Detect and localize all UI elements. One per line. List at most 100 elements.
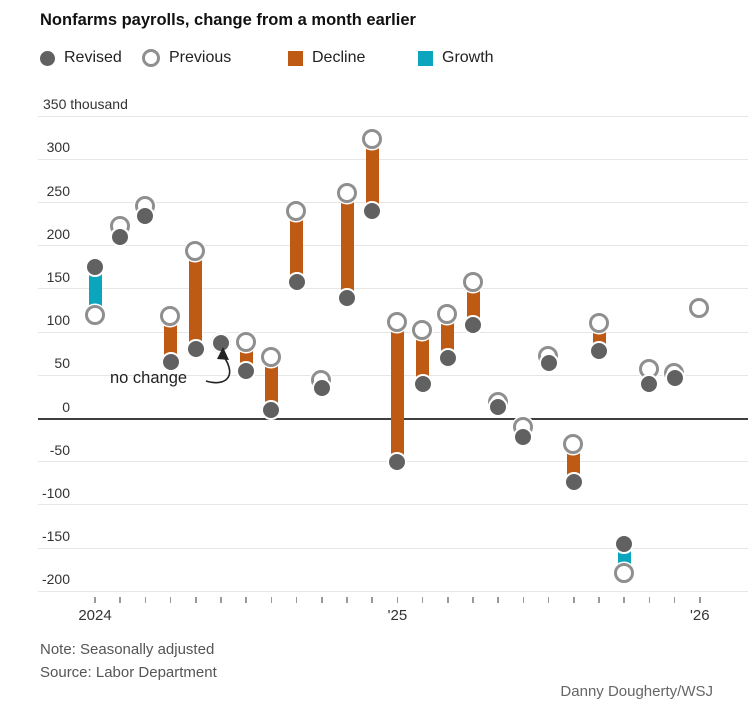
- x-axis-label: 2024: [78, 607, 112, 624]
- revised-marker[interactable]: [236, 361, 257, 381]
- revised-marker[interactable]: [185, 339, 206, 360]
- revised-marker[interactable]: [614, 533, 635, 554]
- previous-marker[interactable]: [386, 312, 407, 333]
- revised-marker[interactable]: [135, 205, 156, 226]
- revised-marker[interactable]: [639, 373, 660, 394]
- x-axis-tick: [598, 597, 600, 603]
- previous-circle-icon: [142, 49, 160, 67]
- gridline: [38, 288, 748, 290]
- legend-item-decline: Decline: [288, 47, 365, 69]
- previous-marker[interactable]: [235, 332, 256, 352]
- decline-bar[interactable]: [416, 330, 430, 384]
- previous-marker[interactable]: [336, 182, 357, 203]
- legend-label: Revised: [64, 49, 122, 66]
- previous-marker[interactable]: [689, 298, 710, 319]
- revised-marker[interactable]: [286, 272, 307, 293]
- x-axis-tick: [648, 597, 651, 603]
- x-axis-tick: [623, 597, 625, 603]
- legend: Revised Previous Decline Growth: [0, 47, 755, 69]
- x-axis-tick: [346, 597, 348, 603]
- previous-marker[interactable]: [563, 433, 584, 454]
- revised-marker[interactable]: [337, 287, 357, 308]
- decline-bar[interactable]: [164, 316, 178, 363]
- x-axis-tick: [295, 597, 298, 603]
- revised-marker[interactable]: [513, 427, 534, 448]
- revised-marker[interactable]: [488, 397, 509, 418]
- previous-marker[interactable]: [361, 129, 382, 150]
- chart-title: Nonfarms payrolls, change from a month e…: [40, 11, 416, 29]
- legend-label: Previous: [169, 49, 232, 66]
- y-axis-label: -200: [41, 571, 70, 588]
- previous-marker[interactable]: [286, 200, 307, 221]
- decline-bar[interactable]: [466, 282, 480, 326]
- previous-marker[interactable]: [185, 241, 206, 262]
- previous-marker[interactable]: [260, 346, 281, 367]
- y-axis-label: 300: [46, 139, 70, 156]
- gridline: [38, 158, 748, 160]
- gridline: [38, 115, 748, 117]
- decline-bar[interactable]: [290, 211, 304, 283]
- previous-marker[interactable]: [588, 313, 609, 333]
- x-axis-tick: [169, 597, 172, 603]
- decline-bar[interactable]: [264, 357, 278, 410]
- y-axis-label: -50: [49, 441, 70, 458]
- previous-marker[interactable]: [160, 306, 181, 327]
- revised-marker[interactable]: [362, 201, 383, 222]
- x-axis-tick: [447, 597, 449, 603]
- revised-marker[interactable]: [211, 333, 231, 354]
- revised-marker[interactable]: [589, 341, 609, 362]
- x-axis-tick: [396, 597, 399, 603]
- no-change-annotation: no change: [110, 369, 188, 387]
- previous-marker[interactable]: [437, 304, 458, 325]
- y-axis-label: -100: [41, 484, 70, 501]
- decline-bar[interactable]: [441, 314, 455, 359]
- revised-marker[interactable]: [311, 378, 332, 399]
- x-axis-label: '25: [387, 607, 408, 624]
- legend-item-revised: Revised: [40, 47, 122, 69]
- previous-marker[interactable]: [462, 271, 483, 292]
- decline-bar[interactable]: [340, 193, 354, 298]
- revised-marker[interactable]: [387, 451, 408, 472]
- y-axis-label: 150: [46, 268, 70, 285]
- gridline: [38, 504, 748, 506]
- legend-item-growth: Growth: [418, 47, 494, 69]
- revised-marker[interactable]: [85, 257, 105, 278]
- y-axis-label: 50: [54, 355, 70, 372]
- y-axis-label: 200: [46, 225, 70, 242]
- x-axis-tick: [522, 597, 525, 603]
- legend-item-previous: Previous: [142, 47, 231, 69]
- decline-bar[interactable]: [365, 139, 379, 212]
- revised-marker[interactable]: [538, 353, 559, 374]
- growth-bar[interactable]: [88, 267, 102, 316]
- revised-marker[interactable]: [463, 315, 483, 336]
- x-axis-tick: [245, 597, 247, 603]
- x-axis-tick: [547, 597, 550, 603]
- previous-marker[interactable]: [84, 305, 105, 326]
- previous-marker[interactable]: [613, 563, 634, 584]
- decline-bar[interactable]: [189, 251, 203, 350]
- growth-swatch-icon: [418, 50, 433, 66]
- decline-bar[interactable]: [390, 322, 404, 462]
- previous-marker[interactable]: [412, 319, 433, 340]
- x-axis-tick: [144, 597, 147, 603]
- gridline: [38, 590, 748, 592]
- legend-label: Decline: [312, 49, 366, 66]
- revised-marker[interactable]: [261, 399, 282, 420]
- gridline: [38, 245, 748, 247]
- revised-marker[interactable]: [437, 348, 458, 369]
- y-axis-label: 0: [62, 398, 70, 415]
- gridline: [38, 547, 748, 549]
- y-axis-label: -150: [41, 528, 70, 545]
- x-axis-tick: [94, 597, 96, 603]
- x-axis-tick: [472, 597, 474, 603]
- x-axis-tick: [321, 597, 323, 603]
- x-axis-tick: [371, 597, 373, 603]
- note-text: Note: Seasonally adjusted: [40, 641, 215, 658]
- source-text: Source: Labor Department: [40, 664, 217, 681]
- x-axis-tick: [195, 597, 197, 603]
- revised-marker[interactable]: [412, 373, 433, 394]
- revised-marker[interactable]: [664, 367, 685, 388]
- revised-marker[interactable]: [160, 352, 181, 373]
- revised-marker[interactable]: [563, 471, 584, 492]
- revised-marker[interactable]: [110, 227, 131, 248]
